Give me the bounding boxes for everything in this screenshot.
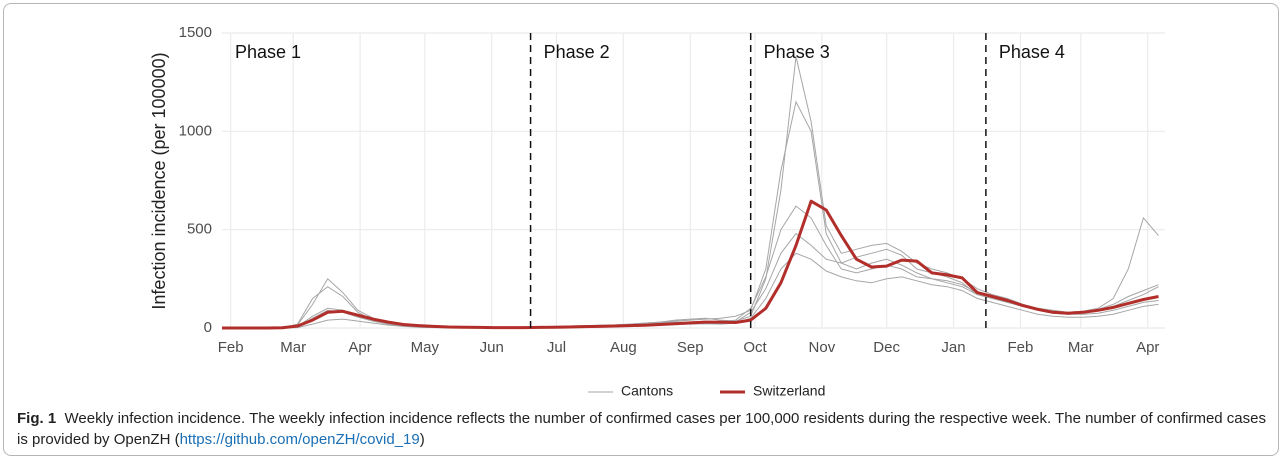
- phase-label: Phase 3: [764, 42, 830, 62]
- x-tick-label: Mar: [280, 339, 306, 356]
- phase-label: Phase 4: [999, 42, 1065, 62]
- x-tick-label: Nov: [809, 339, 836, 356]
- figure-frame: [3, 3, 1279, 456]
- chart: Infection incidence (per 100000) 0 500 100…: [149, 24, 1165, 399]
- legend-label: Switzerland: [753, 383, 825, 399]
- legend-label: Cantons: [621, 383, 673, 399]
- x-tick-label: Jul: [547, 339, 566, 356]
- caption: Fig. 1 Weekly infection incidence. The w…: [17, 408, 1267, 450]
- x-tick-label: Mar: [1068, 339, 1094, 356]
- switzerland-line: [222, 199, 1159, 330]
- y-tick-label: 1500: [179, 24, 212, 41]
- x-tick-label: Oct: [743, 339, 767, 356]
- x-tick-label: Aug: [610, 339, 637, 356]
- y-tick-label: 1000: [179, 122, 212, 139]
- x-tick-label: Sep: [677, 339, 704, 356]
- x-tick-label: Feb: [1007, 339, 1033, 356]
- phase-label: Phase 2: [544, 42, 610, 62]
- x-tick-label: Jun: [480, 339, 504, 356]
- y-tick-label: 500: [187, 221, 212, 238]
- y-tick-label: 0: [204, 319, 212, 336]
- x-tick-label: Apr: [1136, 339, 1159, 356]
- caption-text: Weekly infection incidence. The weekly i…: [17, 410, 1266, 448]
- caption-link[interactable]: https://github.com/openZH/covid_19: [179, 431, 420, 448]
- x-tick-label: Dec: [873, 339, 900, 356]
- x-tick-label: Apr: [348, 339, 371, 356]
- x-tick-label: Jan: [941, 339, 965, 356]
- x-tick-label: May: [411, 339, 440, 356]
- phase-label: Phase 1: [235, 42, 301, 62]
- caption-suffix: ): [419, 431, 425, 448]
- x-tick-label: Feb: [218, 339, 244, 356]
- caption-label: Fig. 1: [17, 410, 57, 427]
- y-axis-label: Infection incidence (per 100000): [149, 52, 169, 309]
